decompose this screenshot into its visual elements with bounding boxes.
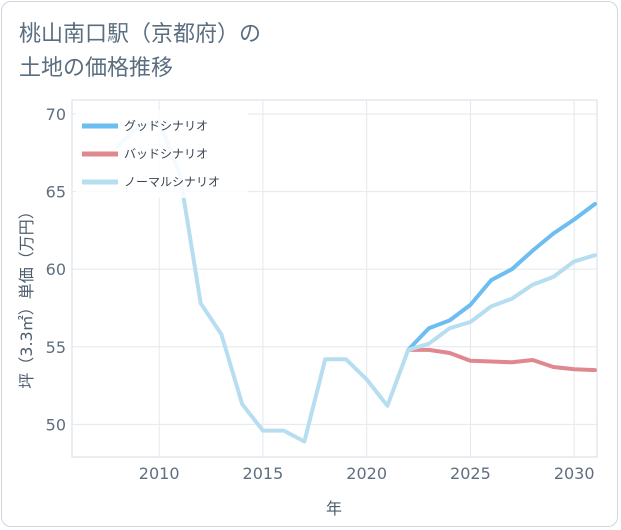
chart-title-line-1: 桃山南口駅（京都府）の <box>19 22 262 47</box>
y-axis-label: 坪（3.3㎡）単価（万円） <box>17 203 36 388</box>
series-line-1 <box>406 347 597 373</box>
series-lines <box>115 119 597 444</box>
chart-title: 桃山南口駅（京都府）の 土地の価格推移 <box>19 18 261 86</box>
x-tick-label: 2015 <box>243 464 284 483</box>
x-tick-label: 2010 <box>139 464 180 483</box>
x-tick-label: 2030 <box>554 464 595 483</box>
legend-label: バッドシナリオ <box>124 147 208 161</box>
x-tick-label: 2025 <box>450 464 491 483</box>
y-axis-ticks: 50 55 60 65 70 <box>46 105 66 434</box>
legend-label: ノーマルシナリオ <box>124 175 220 189</box>
y-tick-label: 55 <box>46 338 66 357</box>
y-tick-label: 65 <box>46 183 66 202</box>
series-line-0 <box>406 202 597 352</box>
legend-label: グッドシナリオ <box>124 119 208 133</box>
x-tick-label: 2020 <box>346 464 387 483</box>
y-tick-label: 70 <box>46 105 66 124</box>
chart-title-line-2: 土地の価格推移 <box>19 56 174 81</box>
y-tick-label: 60 <box>46 260 66 279</box>
x-axis-ticks: 2010 2015 2020 2025 2030 <box>139 464 595 483</box>
x-axis-label: 年 <box>326 499 342 518</box>
series-line-2 <box>115 119 597 444</box>
y-tick-label: 50 <box>46 415 66 434</box>
